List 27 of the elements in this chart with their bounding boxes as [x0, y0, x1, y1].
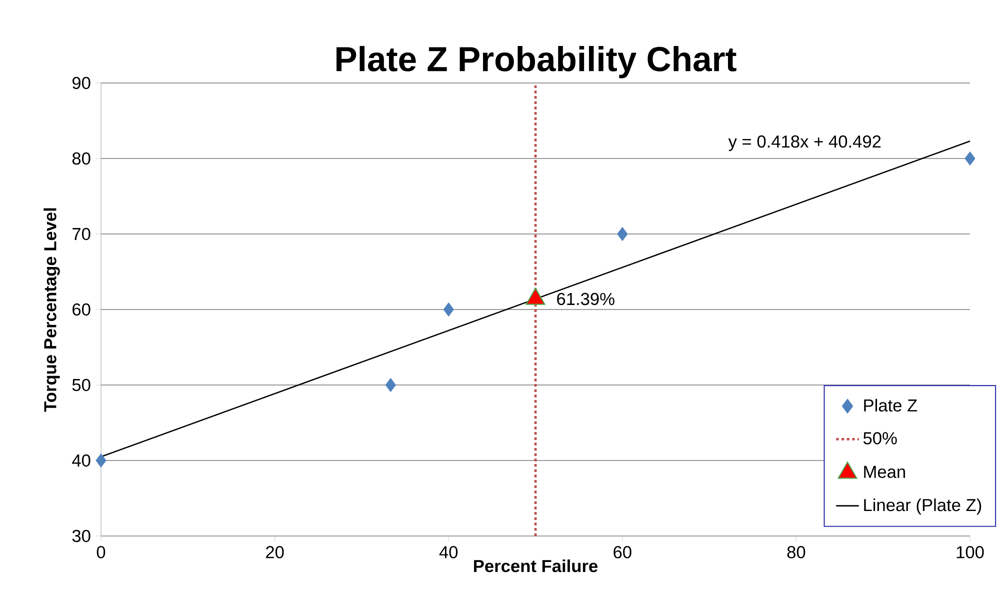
x-axis-title: Percent Failure [474, 559, 598, 572]
x-tick-label: 0 [96, 546, 106, 558]
x-tick-label: 80 [787, 546, 806, 558]
annotation: y = 0.418x + 40.492 [728, 135, 881, 152]
point [964, 152, 976, 166]
y-tick-label: 40 [72, 454, 90, 467]
point [96, 454, 106, 468]
legend-label: Mean [864, 466, 905, 478]
legend-label: Linear (Plate Z) [864, 498, 982, 515]
y-tick-label: 60 [72, 303, 90, 316]
y-tick-label: 50 [72, 378, 90, 392]
y-axis-title: Torque Percentage Level [44, 208, 60, 412]
y-tick-label: 80 [72, 152, 90, 165]
x-tick-label: 60 [614, 546, 632, 558]
y-tick-label: 90 [72, 76, 90, 90]
chart-title: Plate Z Probability Chart [336, 46, 736, 78]
x-tick-label: 40 [439, 546, 458, 558]
y-tick-label: 70 [72, 228, 90, 240]
x-tick-label: 20 [266, 546, 284, 558]
y-tick-label: 30 [72, 530, 90, 542]
point [443, 302, 454, 316]
point [617, 227, 628, 241]
legend-label: Plate Z [864, 398, 918, 412]
legend-label: 50% [863, 432, 897, 444]
point [385, 378, 396, 392]
data-label: 61.39% [557, 292, 614, 306]
x-tick-label: 100 [956, 546, 984, 558]
